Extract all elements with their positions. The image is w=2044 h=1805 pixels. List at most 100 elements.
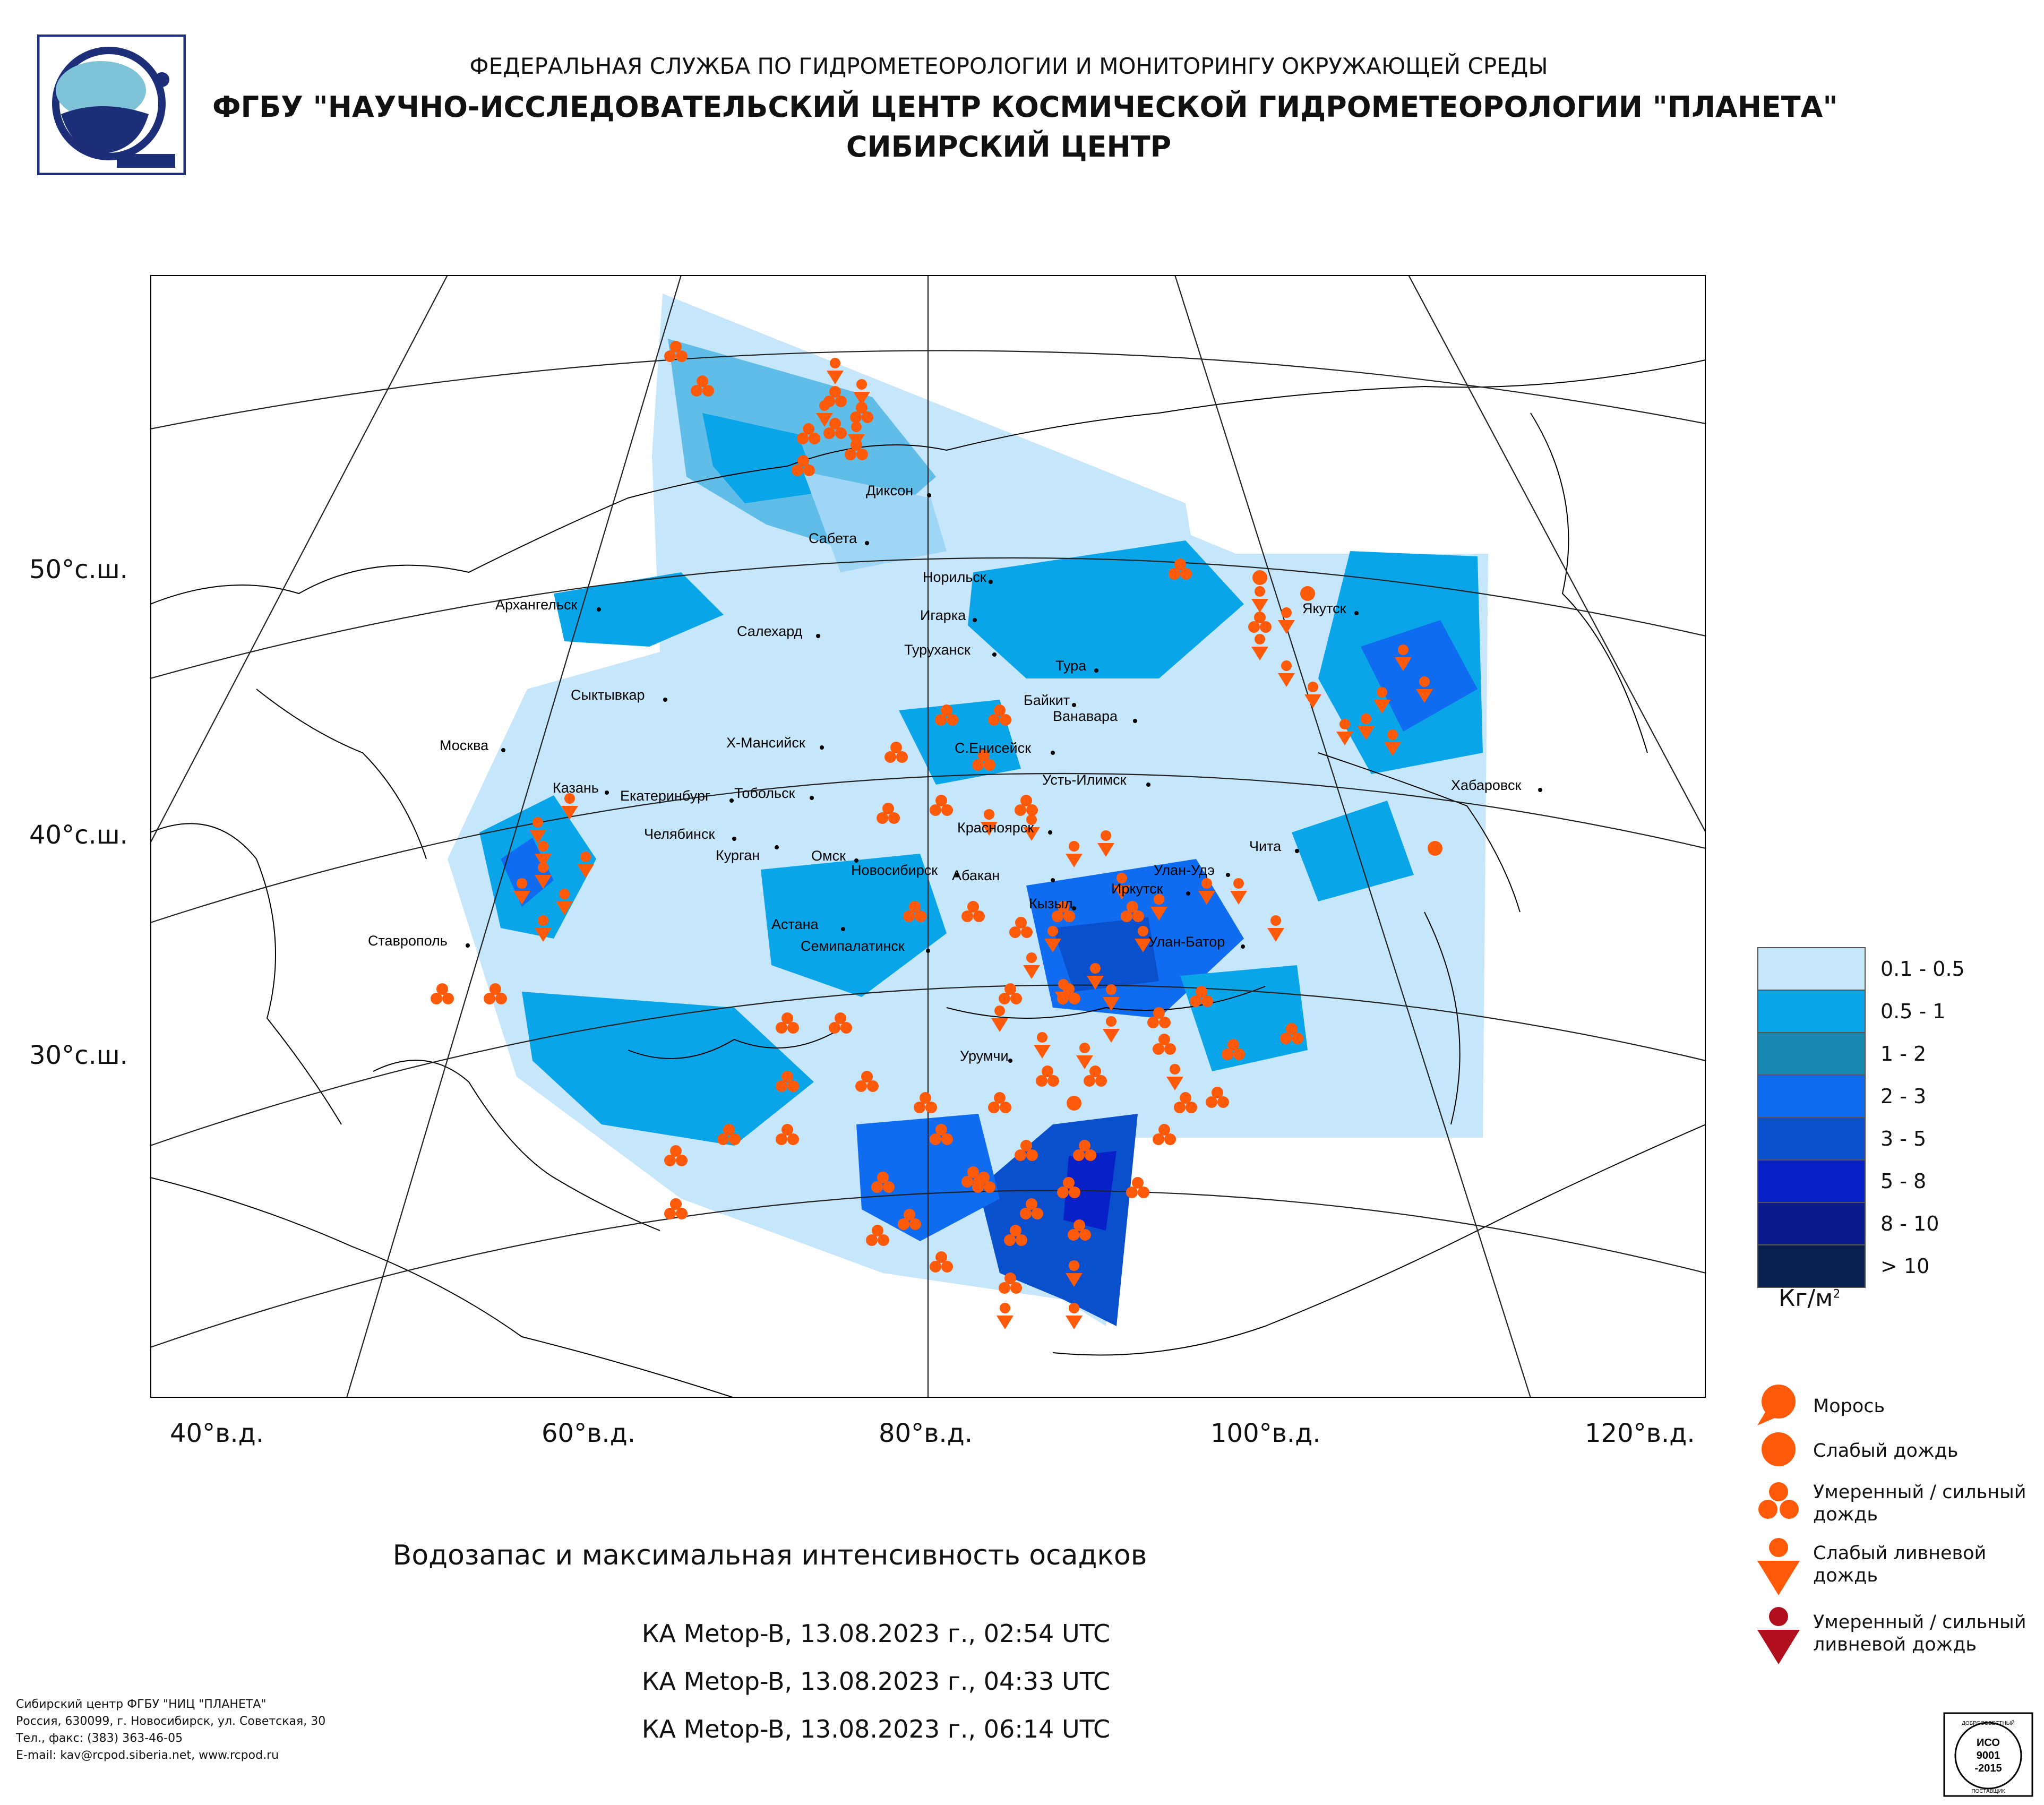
graticule <box>150 275 1706 1398</box>
shower-marker <box>1150 894 1167 921</box>
rain-marker <box>1126 1177 1149 1198</box>
city-dot <box>1241 944 1245 949</box>
rain-marker <box>1057 1177 1080 1198</box>
light-shower-symbol <box>1757 1538 1800 1595</box>
rain-marker <box>1153 1124 1176 1145</box>
rain-marker <box>930 1251 953 1273</box>
rain-marker <box>691 375 714 397</box>
shower-marker <box>1358 714 1375 740</box>
city-ustilimsk: Усть-Илимск <box>1042 772 1127 788</box>
shower-marker <box>535 862 552 889</box>
rain-marker <box>935 704 958 726</box>
shower-marker <box>1055 979 1072 1005</box>
rain-marker <box>792 455 815 476</box>
rain-marker <box>877 803 900 824</box>
city-igarka: Игарка <box>920 607 966 623</box>
legend-class-7: > 10 <box>1757 1244 1965 1288</box>
moderate-shower-symbol <box>1757 1607 1800 1664</box>
city-labels: Диксон Сабета Норильск Игарка Архангельс… <box>368 483 1542 1064</box>
rain-marker <box>1004 1225 1027 1246</box>
rain-marker <box>1280 1023 1303 1044</box>
legend-swatch <box>1757 1075 1866 1118</box>
legend-swatch <box>1757 1117 1866 1161</box>
legend-swatch <box>1757 1202 1866 1245</box>
rain-marker <box>664 341 688 362</box>
shower-marker <box>1103 984 1120 1011</box>
shower-marker <box>1066 1303 1083 1329</box>
city-dot <box>1133 719 1137 723</box>
city-turukhansk: Туруханск <box>904 642 971 658</box>
rain-marker <box>914 1092 937 1113</box>
rain-marker <box>988 1092 1011 1113</box>
shower-marker <box>1267 915 1284 942</box>
city-dot <box>816 634 820 638</box>
rain-marker <box>850 402 873 423</box>
city-dot <box>973 618 977 622</box>
city-dot <box>1072 906 1076 910</box>
city-dot <box>1186 891 1190 896</box>
badge-9001: 9001 <box>1977 1750 2000 1761</box>
rain-marker <box>903 901 926 922</box>
city-salekhard: Салехард <box>737 623 803 639</box>
agency-name: ФЕДЕРАЛЬНАЯ СЛУЖБА ПО ГИДРОМЕТЕОРОЛОГИИ … <box>469 53 1548 79</box>
legend-class-label: 5 - 8 <box>1880 1170 1927 1193</box>
rain-marker <box>1147 1007 1171 1028</box>
rain-marker <box>776 1071 799 1092</box>
legend-class-label: 1 - 2 <box>1880 1042 1927 1065</box>
shower-marker <box>1198 878 1215 905</box>
city-kurgan: Курган <box>716 847 760 863</box>
city-astana: Астана <box>771 916 819 932</box>
map-title: Водозапас и максимальная интенсивность о… <box>392 1540 1147 1571</box>
rain-marker <box>1020 1198 1043 1219</box>
legend-swatch <box>1757 1244 1866 1288</box>
lat-label-40: 40°с.ш. <box>29 820 128 850</box>
drizzle-marker <box>1067 1096 1081 1111</box>
precip-type-legend <box>1757 1385 1800 1664</box>
city-yakutsk: Якутск <box>1302 600 1346 616</box>
rain-marker <box>1036 1065 1059 1087</box>
legend-swatch <box>1757 990 1866 1033</box>
city-dot <box>1051 878 1055 882</box>
city-kyzyl: Кызыл <box>1029 896 1073 912</box>
precipitation-map: Диксон Сабета Норильск Игарка Архангельс… <box>150 275 1706 1398</box>
city-dot <box>926 949 930 953</box>
legend-swatch <box>1757 947 1866 991</box>
rain-marker <box>1206 1087 1229 1108</box>
shower-marker <box>1097 830 1114 857</box>
rain-marker <box>823 418 847 439</box>
shower-marker <box>848 422 865 448</box>
legend-unit: Кг/м2 <box>1779 1285 1841 1312</box>
shower-marker <box>1384 729 1401 756</box>
shower-marker <box>577 852 594 878</box>
shower-marker <box>1373 687 1390 714</box>
shower-marker <box>1395 644 1412 671</box>
rain-marker <box>1153 1034 1176 1055</box>
city-tobolsk: Тобольск <box>734 785 795 801</box>
city-syktyvkar: Сыктывкар <box>571 687 645 703</box>
city-stavropol: Ставрополь <box>368 933 448 949</box>
city-irkutsk: Иркутск <box>1111 881 1163 897</box>
shower-marker <box>1251 634 1268 660</box>
rain-marker <box>484 983 507 1004</box>
rain-marker <box>972 750 995 771</box>
rain-marker <box>1068 1219 1091 1241</box>
shower-marker <box>997 1303 1014 1329</box>
shower-marker <box>1230 878 1247 905</box>
shower-marker <box>853 379 870 406</box>
city-khabarovsk: Хабаровск <box>1451 777 1521 793</box>
city-dot <box>1094 668 1098 673</box>
shower-marker <box>1135 926 1152 952</box>
city-dot <box>820 745 824 750</box>
city-chita: Чита <box>1249 838 1282 854</box>
city-dot <box>501 748 505 752</box>
satellite-pass-3: КА Metop-B, 13.08.2023 г., 06:14 UTC <box>641 1715 1111 1743</box>
city-dot <box>466 943 470 948</box>
rain-marker <box>988 704 1011 726</box>
city-ulanude: Улан-Удэ <box>1154 862 1215 878</box>
legend-class-label: 0.1 - 0.5 <box>1880 957 1965 981</box>
lat-label-50: 50°с.ш. <box>29 555 128 585</box>
city-dot <box>605 790 609 795</box>
city-dot <box>841 927 845 931</box>
lat-label-30: 30°с.ш. <box>29 1041 128 1070</box>
city-krasnoyarsk: Красноярск <box>957 820 1034 836</box>
